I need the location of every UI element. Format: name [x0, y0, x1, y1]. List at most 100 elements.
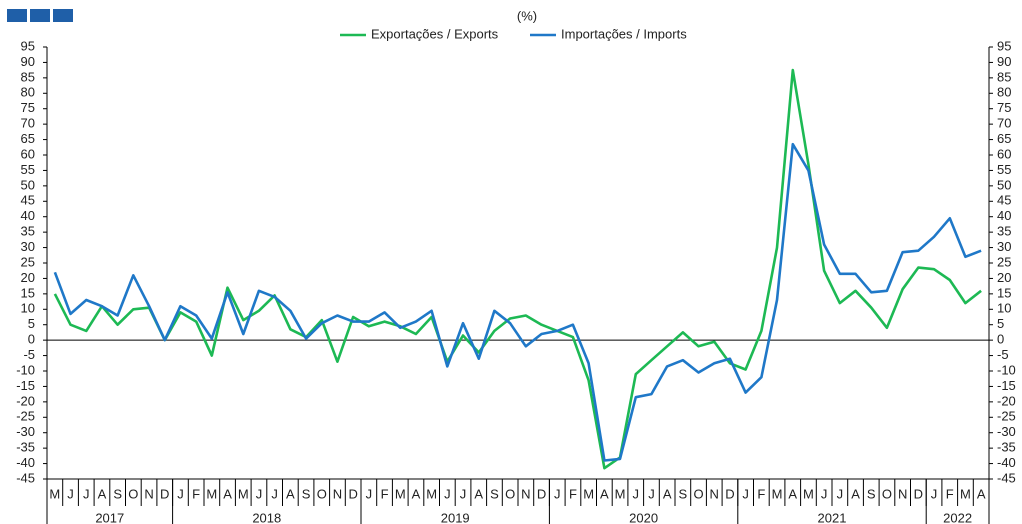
y2-tick-label: 10 — [997, 301, 1011, 316]
x-tick-label: N — [898, 486, 907, 501]
chart-subtitle: (%) — [517, 8, 537, 23]
y2-tick-label: 40 — [997, 208, 1011, 223]
y2-tick-label: 55 — [997, 162, 1011, 177]
y2-tick-label: 30 — [997, 239, 1011, 254]
x-tick-label: A — [286, 486, 295, 501]
x-tick-label: A — [98, 486, 107, 501]
y-tick-label: 5 — [28, 316, 35, 331]
x-tick-label: O — [317, 486, 327, 501]
x-tick-label: M — [426, 486, 437, 501]
logo-block — [53, 9, 73, 22]
x-tick-label: M — [960, 486, 971, 501]
x-tick-label: A — [851, 486, 860, 501]
y-tick-label: 0 — [28, 332, 35, 347]
x-tick-label: J — [837, 486, 844, 501]
y2-tick-label: 25 — [997, 254, 1011, 269]
legend-label: Exportações / Exports — [371, 26, 499, 41]
y2-tick-label: -20 — [997, 393, 1016, 408]
year-label: 2020 — [629, 510, 658, 524]
x-tick-label: J — [366, 486, 373, 501]
y-tick-label: -15 — [16, 378, 35, 393]
x-tick-label: S — [113, 486, 122, 501]
x-tick-label: F — [192, 486, 200, 501]
y2-tick-label: -10 — [997, 362, 1016, 377]
x-tick-label: S — [490, 486, 499, 501]
y2-tick-label: 95 — [997, 38, 1011, 53]
y2-tick-label: 85 — [997, 69, 1011, 84]
y-tick-label: -20 — [16, 393, 35, 408]
x-tick-label: N — [144, 486, 153, 501]
x-tick-label: J — [633, 486, 640, 501]
y-tick-label: -25 — [16, 409, 35, 424]
y-tick-label: -5 — [23, 347, 35, 362]
x-tick-label: F — [946, 486, 954, 501]
x-tick-label: A — [600, 486, 609, 501]
x-tick-label: J — [460, 486, 467, 501]
y2-tick-label: -15 — [997, 378, 1016, 393]
x-tick-label: J — [931, 486, 938, 501]
y2-tick-label: 70 — [997, 116, 1011, 131]
y2-tick-label: -25 — [997, 409, 1016, 424]
y2-tick-label: -45 — [997, 470, 1016, 485]
y-tick-label: 45 — [21, 193, 35, 208]
y2-tick-label: 50 — [997, 177, 1011, 192]
y-tick-label: 65 — [21, 131, 35, 146]
y-tick-label: 40 — [21, 208, 35, 223]
y2-tick-label: 45 — [997, 193, 1011, 208]
x-tick-label: F — [757, 486, 765, 501]
x-tick-label: S — [302, 486, 311, 501]
x-tick-label: J — [648, 486, 655, 501]
logo-block — [30, 9, 50, 22]
x-tick-label: A — [474, 486, 483, 501]
y-tick-label: 95 — [21, 38, 35, 53]
x-tick-label: F — [381, 486, 389, 501]
series-line — [53, 68, 982, 470]
year-label: 2019 — [441, 510, 470, 524]
y-tick-label: -30 — [16, 424, 35, 439]
x-tick-label: D — [160, 486, 169, 501]
y2-tick-label: 5 — [997, 316, 1004, 331]
x-tick-label: D — [725, 486, 734, 501]
y-tick-label: -10 — [16, 362, 35, 377]
x-tick-label: M — [583, 486, 594, 501]
x-tick-label: N — [710, 486, 719, 501]
x-tick-label: J — [742, 486, 749, 501]
year-label: 2018 — [252, 510, 281, 524]
y2-tick-label: 90 — [997, 54, 1011, 69]
x-tick-label: S — [867, 486, 876, 501]
year-label: 2021 — [818, 510, 847, 524]
y-tick-label: 55 — [21, 162, 35, 177]
y-tick-label: -45 — [16, 470, 35, 485]
x-tick-label: M — [238, 486, 249, 501]
x-tick-label: D — [348, 486, 357, 501]
y-tick-label: 35 — [21, 224, 35, 239]
x-tick-label: J — [821, 486, 828, 501]
y2-tick-label: -5 — [997, 347, 1009, 362]
x-tick-label: J — [271, 486, 278, 501]
x-tick-label: F — [569, 486, 577, 501]
y-tick-label: 15 — [21, 285, 35, 300]
y2-tick-label: 60 — [997, 146, 1011, 161]
y-tick-label: 80 — [21, 85, 35, 100]
x-tick-label: J — [83, 486, 90, 501]
x-tick-label: O — [693, 486, 703, 501]
year-label: 2017 — [95, 510, 124, 524]
x-tick-label: N — [521, 486, 530, 501]
y-tick-label: 30 — [21, 239, 35, 254]
y-tick-label: 60 — [21, 146, 35, 161]
y-tick-label: 50 — [21, 177, 35, 192]
y-tick-label: -35 — [16, 440, 35, 455]
x-tick-label: D — [914, 486, 923, 501]
x-tick-label: J — [67, 486, 74, 501]
x-tick-label: J — [444, 486, 451, 501]
y2-tick-label: 75 — [997, 100, 1011, 115]
y2-tick-label: 80 — [997, 85, 1011, 100]
y2-tick-label: 65 — [997, 131, 1011, 146]
x-tick-label: N — [333, 486, 342, 501]
x-tick-label: M — [615, 486, 626, 501]
y-tick-label: 75 — [21, 100, 35, 115]
y-tick-label: 20 — [21, 270, 35, 285]
y-tick-label: 85 — [21, 69, 35, 84]
x-tick-label: A — [977, 486, 986, 501]
